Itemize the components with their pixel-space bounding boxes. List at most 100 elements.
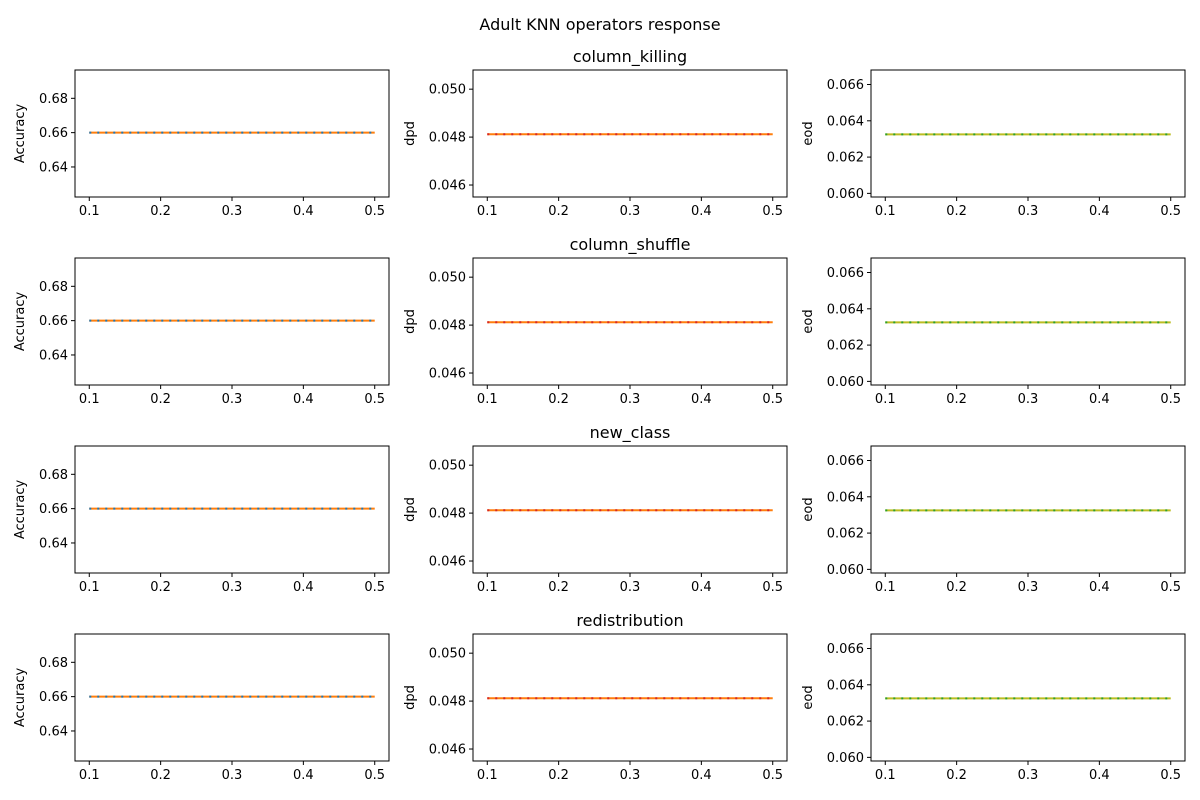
row-title: redistribution bbox=[576, 611, 683, 630]
y-tick-label: 0.060 bbox=[827, 187, 864, 202]
x-tick-label: 0.5 bbox=[762, 768, 783, 783]
axes-frame bbox=[870, 69, 1186, 198]
y-tick-label: 0.064 bbox=[827, 114, 864, 129]
y-tick-label: 0.050 bbox=[429, 647, 466, 662]
x-tick-label: 0.1 bbox=[875, 392, 896, 407]
x-tick-label: 0.3 bbox=[1018, 768, 1039, 783]
x-tick-label: 0.5 bbox=[364, 392, 385, 407]
axes-frame bbox=[472, 69, 788, 198]
y-tick-label: 0.046 bbox=[429, 179, 466, 194]
subplot-redistribution-accuracy: 0.1 0.2 0.3 0.4 0.5 0.64 0.66 0.68 Accuracy bbox=[13, 633, 390, 783]
x-tick-label: 0.2 bbox=[150, 392, 171, 407]
y-axis-label: eod bbox=[801, 121, 816, 145]
x-tick-label: 0.1 bbox=[79, 392, 100, 407]
x-tick-label: 0.3 bbox=[620, 768, 641, 783]
x-tick-label: 0.1 bbox=[477, 768, 498, 783]
x-tick-label: 0.1 bbox=[875, 768, 896, 783]
subplot-column_killing-dpd: column_killing 0.1 0.2 0.3 0.4 0.5 0.046 0.048 0… bbox=[403, 47, 788, 219]
x-tick-label: 0.4 bbox=[691, 204, 712, 219]
x-tick-label: 0.2 bbox=[150, 580, 171, 595]
y-tick-label: 0.060 bbox=[827, 375, 864, 390]
x-tick-label: 0.3 bbox=[620, 204, 641, 219]
y-tick-label: 0.050 bbox=[429, 459, 466, 474]
axes-frame bbox=[74, 69, 390, 198]
y-tick-label: 0.046 bbox=[429, 743, 466, 758]
y-tick-label: 0.68 bbox=[39, 92, 68, 107]
y-tick-label: 0.64 bbox=[39, 348, 68, 363]
x-tick-label: 0.1 bbox=[79, 768, 100, 783]
y-tick-label: 0.062 bbox=[827, 151, 864, 166]
y-axis-label: dpd bbox=[403, 309, 418, 334]
x-tick-label: 0.2 bbox=[548, 392, 569, 407]
x-tick-label: 0.5 bbox=[762, 392, 783, 407]
y-tick-label: 0.064 bbox=[827, 302, 864, 317]
y-tick-label: 0.062 bbox=[827, 527, 864, 542]
axes-frame bbox=[74, 445, 390, 574]
x-tick-label: 0.5 bbox=[364, 580, 385, 595]
subplot-column_shuffle-eod: 0.1 0.2 0.3 0.4 0.5 0.060 0.062 0.064 0.066 eod bbox=[801, 257, 1186, 407]
x-tick-label: 0.3 bbox=[620, 392, 641, 407]
x-tick-label: 0.5 bbox=[762, 204, 783, 219]
figure-title: Adult KNN operators response bbox=[479, 15, 720, 34]
x-tick-label: 0.5 bbox=[364, 204, 385, 219]
x-tick-label: 0.2 bbox=[150, 768, 171, 783]
x-tick-label: 0.2 bbox=[946, 392, 967, 407]
subplot-column_shuffle-accuracy: 0.1 0.2 0.3 0.4 0.5 0.64 0.66 0.68 Accuracy bbox=[13, 257, 390, 407]
subplot-redistribution-dpd: redistribution 0.1 0.2 0.3 0.4 0.5 0.046 0.048 0… bbox=[403, 611, 788, 783]
x-tick-label: 0.4 bbox=[1089, 580, 1110, 595]
subplot-new_class-accuracy: 0.1 0.2 0.3 0.4 0.5 0.64 0.66 0.68 Accuracy bbox=[13, 445, 390, 595]
y-tick-label: 0.060 bbox=[827, 751, 864, 766]
x-tick-label: 0.5 bbox=[1160, 204, 1181, 219]
x-tick-label: 0.2 bbox=[548, 204, 569, 219]
y-tick-label: 0.68 bbox=[39, 468, 68, 483]
x-tick-label: 0.3 bbox=[1018, 580, 1039, 595]
y-axis-label: eod bbox=[801, 497, 816, 521]
x-tick-label: 0.4 bbox=[1089, 768, 1110, 783]
x-tick-label: 0.5 bbox=[1160, 392, 1181, 407]
axes-frame bbox=[74, 633, 390, 762]
x-tick-label: 0.4 bbox=[293, 392, 314, 407]
y-axis-label: dpd bbox=[403, 497, 418, 522]
subplot-column_killing-eod: 0.1 0.2 0.3 0.4 0.5 0.060 0.062 0.064 0.066 eod bbox=[801, 69, 1186, 219]
x-tick-label: 0.3 bbox=[1018, 204, 1039, 219]
y-tick-label: 0.046 bbox=[429, 367, 466, 382]
row-title: column_shuffle bbox=[570, 235, 691, 255]
y-axis-label: Accuracy bbox=[13, 668, 28, 728]
y-tick-label: 0.064 bbox=[827, 678, 864, 693]
y-axis-label: eod bbox=[801, 309, 816, 333]
axes-frame bbox=[472, 633, 788, 762]
y-tick-label: 0.66 bbox=[39, 126, 68, 141]
y-tick-label: 0.048 bbox=[429, 695, 466, 710]
x-tick-label: 0.3 bbox=[222, 204, 243, 219]
x-tick-label: 0.2 bbox=[946, 768, 967, 783]
x-tick-label: 0.4 bbox=[1089, 204, 1110, 219]
y-tick-label: 0.066 bbox=[827, 78, 864, 93]
x-tick-label: 0.3 bbox=[222, 768, 243, 783]
x-tick-label: 0.2 bbox=[946, 580, 967, 595]
x-tick-label: 0.5 bbox=[364, 768, 385, 783]
y-axis-label: Accuracy bbox=[13, 480, 28, 540]
y-axis-label: Accuracy bbox=[13, 104, 28, 164]
x-tick-label: 0.1 bbox=[875, 580, 896, 595]
y-tick-label: 0.64 bbox=[39, 536, 68, 551]
x-tick-label: 0.2 bbox=[946, 204, 967, 219]
axes-frame bbox=[74, 257, 390, 386]
axes-frame bbox=[472, 257, 788, 386]
axes-frame bbox=[870, 445, 1186, 574]
x-tick-label: 0.5 bbox=[762, 580, 783, 595]
x-tick-label: 0.2 bbox=[548, 580, 569, 595]
x-tick-label: 0.2 bbox=[150, 204, 171, 219]
x-tick-label: 0.3 bbox=[1018, 392, 1039, 407]
x-tick-label: 0.4 bbox=[691, 768, 712, 783]
row-title: new_class bbox=[590, 423, 671, 443]
y-tick-label: 0.68 bbox=[39, 656, 68, 671]
subplot-new_class-dpd: new_class 0.1 0.2 0.3 0.4 0.5 0.046 0.048 0.050 d… bbox=[403, 423, 788, 595]
y-tick-label: 0.64 bbox=[39, 724, 68, 739]
y-tick-label: 0.066 bbox=[827, 642, 864, 657]
subplot-column_shuffle-dpd: column_shuffle 0.1 0.2 0.3 0.4 0.5 0.046 0.048 0… bbox=[403, 235, 788, 407]
y-tick-label: 0.062 bbox=[827, 715, 864, 730]
subplot-grid: 0.1 0.2 0.3 0.4 0.5 0.64 0.66 0.68 Accuracy colum… bbox=[13, 47, 1186, 783]
y-tick-label: 0.062 bbox=[827, 339, 864, 354]
y-tick-label: 0.66 bbox=[39, 690, 68, 705]
